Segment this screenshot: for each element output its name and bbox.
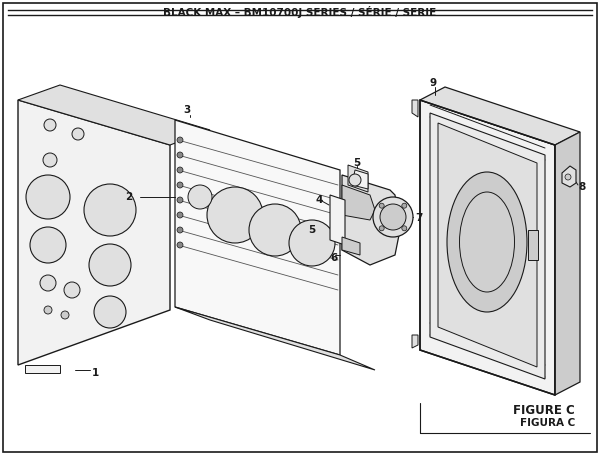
Circle shape — [177, 182, 183, 188]
Circle shape — [402, 226, 407, 231]
Circle shape — [207, 187, 263, 243]
Polygon shape — [438, 123, 537, 367]
Circle shape — [40, 275, 56, 291]
Polygon shape — [352, 170, 368, 189]
Polygon shape — [18, 100, 170, 365]
Polygon shape — [342, 237, 360, 255]
Circle shape — [249, 204, 301, 256]
Circle shape — [177, 242, 183, 248]
Polygon shape — [430, 113, 545, 379]
Polygon shape — [348, 165, 368, 192]
Circle shape — [26, 175, 70, 219]
Polygon shape — [330, 195, 345, 245]
Polygon shape — [562, 166, 576, 187]
Circle shape — [44, 119, 56, 131]
Circle shape — [177, 197, 183, 203]
Polygon shape — [175, 120, 340, 355]
Text: 3: 3 — [183, 105, 190, 115]
Circle shape — [30, 227, 66, 263]
Circle shape — [379, 226, 384, 231]
Circle shape — [177, 137, 183, 143]
Text: FIGURA C: FIGURA C — [520, 418, 575, 428]
Circle shape — [565, 174, 571, 180]
Circle shape — [289, 220, 335, 266]
Ellipse shape — [460, 192, 515, 292]
Text: 2: 2 — [125, 192, 132, 202]
Ellipse shape — [447, 172, 527, 312]
Text: 7: 7 — [415, 213, 422, 223]
Text: 4: 4 — [316, 195, 323, 205]
Polygon shape — [25, 365, 60, 373]
Text: 6: 6 — [330, 253, 337, 263]
Circle shape — [177, 212, 183, 218]
Circle shape — [84, 184, 136, 236]
Circle shape — [349, 174, 361, 186]
Polygon shape — [420, 100, 555, 395]
Text: 9: 9 — [430, 78, 437, 88]
Circle shape — [188, 185, 212, 209]
Text: 5: 5 — [308, 225, 315, 235]
Circle shape — [72, 128, 84, 140]
Circle shape — [94, 296, 126, 328]
Circle shape — [402, 203, 407, 208]
Text: FIGURE C: FIGURE C — [513, 404, 575, 417]
Circle shape — [177, 152, 183, 158]
Text: 1: 1 — [92, 368, 99, 378]
Polygon shape — [342, 185, 375, 220]
Polygon shape — [412, 335, 418, 348]
Polygon shape — [412, 100, 418, 117]
Polygon shape — [175, 307, 375, 370]
Circle shape — [89, 244, 131, 286]
Circle shape — [380, 204, 406, 230]
Circle shape — [177, 167, 183, 173]
Circle shape — [43, 153, 57, 167]
Text: 8: 8 — [578, 182, 585, 192]
Text: BLACK MAX – BM10700J SERIES / SÉRIE / SERIE: BLACK MAX – BM10700J SERIES / SÉRIE / SE… — [163, 6, 437, 19]
Text: 5: 5 — [353, 158, 361, 168]
Polygon shape — [420, 87, 580, 145]
Circle shape — [379, 203, 384, 208]
Circle shape — [177, 227, 183, 233]
Circle shape — [373, 197, 413, 237]
Polygon shape — [555, 132, 580, 395]
Polygon shape — [18, 85, 210, 145]
Polygon shape — [342, 175, 400, 265]
Circle shape — [64, 282, 80, 298]
Circle shape — [44, 306, 52, 314]
Bar — [528, 230, 538, 260]
Circle shape — [61, 311, 69, 319]
